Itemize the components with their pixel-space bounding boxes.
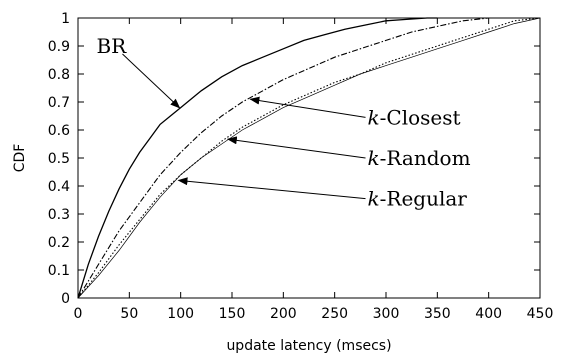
series-line-k-regular xyxy=(77,17,541,299)
x-tick-label: 150 xyxy=(219,306,246,322)
y-tick-label: 0.7 xyxy=(48,95,70,111)
plot-frame xyxy=(77,17,541,299)
series-line-br xyxy=(77,17,438,299)
y-tick-label: 0.6 xyxy=(48,123,70,139)
annotation-rest: -Random xyxy=(380,146,471,170)
annotation-arrow-k-random xyxy=(226,136,366,159)
series-line-k-random xyxy=(77,17,541,299)
annotation-k-random: k-Random xyxy=(368,146,471,170)
annotation-arrow-k-closest xyxy=(249,96,366,118)
y-tick-label: 0.9 xyxy=(48,39,70,55)
x-tick-label: 350 xyxy=(424,306,451,322)
annotation-arrow-br xyxy=(122,53,181,109)
x-tick-label: 0 xyxy=(74,306,83,322)
annotation-rest: -Closest xyxy=(380,105,461,129)
axis-ticks: 0 50 100 150 200 250 300 350 400 450 0 0.1 0.2 0.3 0.4… xyxy=(48,11,554,322)
x-tick-label: 250 xyxy=(321,306,348,322)
annotation-k-closest: k-Closest xyxy=(368,105,461,129)
y-tick-label: 0.1 xyxy=(48,263,70,279)
x-axis-label: update latency (msecs) xyxy=(226,338,391,354)
annotation-italic: k xyxy=(368,146,380,170)
y-tick-label: 0.5 xyxy=(48,151,70,167)
y-tick-label: 0.3 xyxy=(48,207,70,223)
series-lines xyxy=(77,17,541,299)
annotation-italic: k xyxy=(368,187,380,211)
series-line-k-closest xyxy=(77,17,489,299)
x-tick-label: 400 xyxy=(475,306,502,322)
y-tick-label: 0.4 xyxy=(48,179,70,195)
x-tick-label: 200 xyxy=(270,306,297,322)
y-tick-label: 0.8 xyxy=(48,67,70,83)
y-tick-label: 0.2 xyxy=(48,235,70,251)
annotation-k-regular: k-Regular xyxy=(368,187,468,211)
x-tick-label: 100 xyxy=(167,306,194,322)
annotation-br: BR xyxy=(96,34,127,58)
x-tick-label: 450 xyxy=(527,306,554,322)
annotation-arrow-k-regular xyxy=(177,177,366,200)
annotation-italic: k xyxy=(368,105,380,129)
x-tick-label: 300 xyxy=(373,306,400,322)
annotation-rest: -Regular xyxy=(380,187,468,211)
y-axis-label: CDF xyxy=(12,144,28,173)
y-tick-label: 0 xyxy=(61,291,70,307)
x-tick-label: 50 xyxy=(120,306,138,322)
y-tick-label: 1 xyxy=(61,11,70,27)
